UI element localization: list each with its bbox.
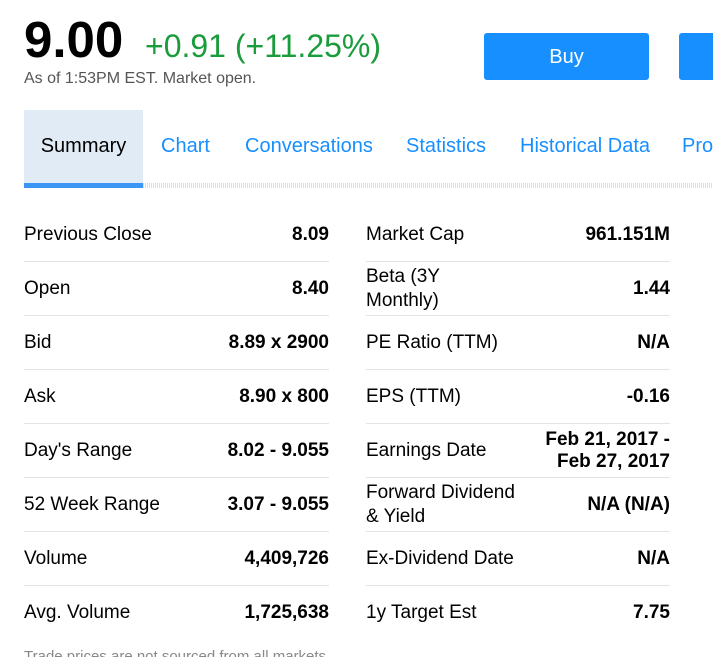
row-value: N/A	[637, 547, 670, 569]
quote-tabs: Summary Chart Conversations Statistics H…	[24, 110, 713, 188]
quote-timestamp: As of 1:53PM EST. Market open.	[24, 70, 257, 87]
tabs-divider	[143, 183, 713, 188]
row-label: Avg. Volume	[24, 601, 131, 623]
row-label: Day's Range	[24, 439, 133, 461]
row-value: 3.07 - 9.055	[227, 493, 329, 515]
row-value: 8.40	[292, 277, 329, 299]
row-label: 1y Target Est	[366, 601, 477, 623]
table-row: Volume 4,409,726	[24, 532, 329, 586]
sell-button[interactable]	[679, 33, 713, 80]
row-label: 52 Week Range	[24, 493, 160, 515]
tab-conversations[interactable]: Conversations	[245, 135, 373, 157]
table-row: 52 Week Range 3.07 - 9.055	[24, 478, 329, 532]
table-row: Earnings Date Feb 21, 2017 - Feb 27, 201…	[366, 424, 670, 478]
row-label: Beta (3Y Monthly)	[366, 265, 440, 311]
row-label: Bid	[24, 331, 52, 353]
row-value: 1,725,638	[244, 601, 329, 623]
row-label: Ask	[24, 385, 56, 407]
tab-profile[interactable]: Pro	[682, 135, 713, 157]
row-value: N/A (N/A)	[587, 493, 670, 515]
row-label: Market Cap	[366, 223, 465, 245]
table-row: Day's Range 8.02 - 9.055	[24, 424, 329, 478]
row-label: Ex-Dividend Date	[366, 547, 514, 569]
price-change: +0.91 (+11.25%)	[145, 28, 382, 64]
row-value: 8.90 x 800	[239, 385, 329, 407]
row-label: Earnings Date	[366, 439, 487, 461]
row-value: 8.02 - 9.055	[227, 439, 329, 461]
row-value: N/A	[637, 331, 670, 353]
table-row: Market Cap 961.151M	[366, 208, 670, 262]
tab-historical-data[interactable]: Historical Data	[520, 135, 651, 157]
footnote: Trade prices are not sourced from all ma…	[24, 648, 327, 657]
table-row: Bid 8.89 x 2900	[24, 316, 329, 370]
row-value: 8.89 x 2900	[228, 331, 329, 353]
table-row: Ask 8.90 x 800	[24, 370, 329, 424]
row-value: Feb 21, 2017 - Feb 27, 2017	[545, 428, 670, 472]
table-row: Ex-Dividend Date N/A	[366, 532, 670, 586]
row-value: 961.151M	[585, 223, 670, 245]
table-row: 1y Target Est 7.75	[366, 586, 670, 639]
tab-summary[interactable]: Summary	[24, 110, 143, 188]
row-label: Open	[24, 277, 71, 299]
tab-chart[interactable]: Chart	[161, 135, 210, 157]
table-row: Previous Close 8.09	[24, 208, 329, 262]
tab-statistics[interactable]: Statistics	[406, 135, 487, 157]
row-label: PE Ratio (TTM)	[366, 331, 498, 353]
table-row: Avg. Volume 1,725,638	[24, 586, 329, 639]
row-value: 1.44	[633, 277, 670, 299]
stock-price: 9.00	[24, 11, 124, 68]
row-value: -0.16	[626, 385, 670, 407]
row-value: 7.75	[633, 601, 670, 623]
summary-table-right: Market Cap 961.151M Beta (3Y Monthly) 1.…	[366, 208, 670, 639]
table-row: Forward Dividend & Yield N/A (N/A)	[366, 478, 670, 532]
row-value: 8.09	[292, 223, 329, 245]
row-value: 4,409,726	[244, 547, 329, 569]
table-row: PE Ratio (TTM) N/A	[366, 316, 670, 370]
row-label: Volume	[24, 547, 88, 569]
table-row: EPS (TTM) -0.16	[366, 370, 670, 424]
buy-button[interactable]: Buy	[484, 33, 649, 80]
table-row: Open 8.40	[24, 262, 329, 316]
row-label: Forward Dividend & Yield	[366, 481, 515, 527]
row-label: EPS (TTM)	[366, 385, 461, 407]
table-row: Beta (3Y Monthly) 1.44	[366, 262, 670, 316]
row-label: Previous Close	[24, 223, 152, 245]
summary-table-left: Previous Close 8.09 Open 8.40 Bid 8.89 x…	[24, 208, 329, 639]
